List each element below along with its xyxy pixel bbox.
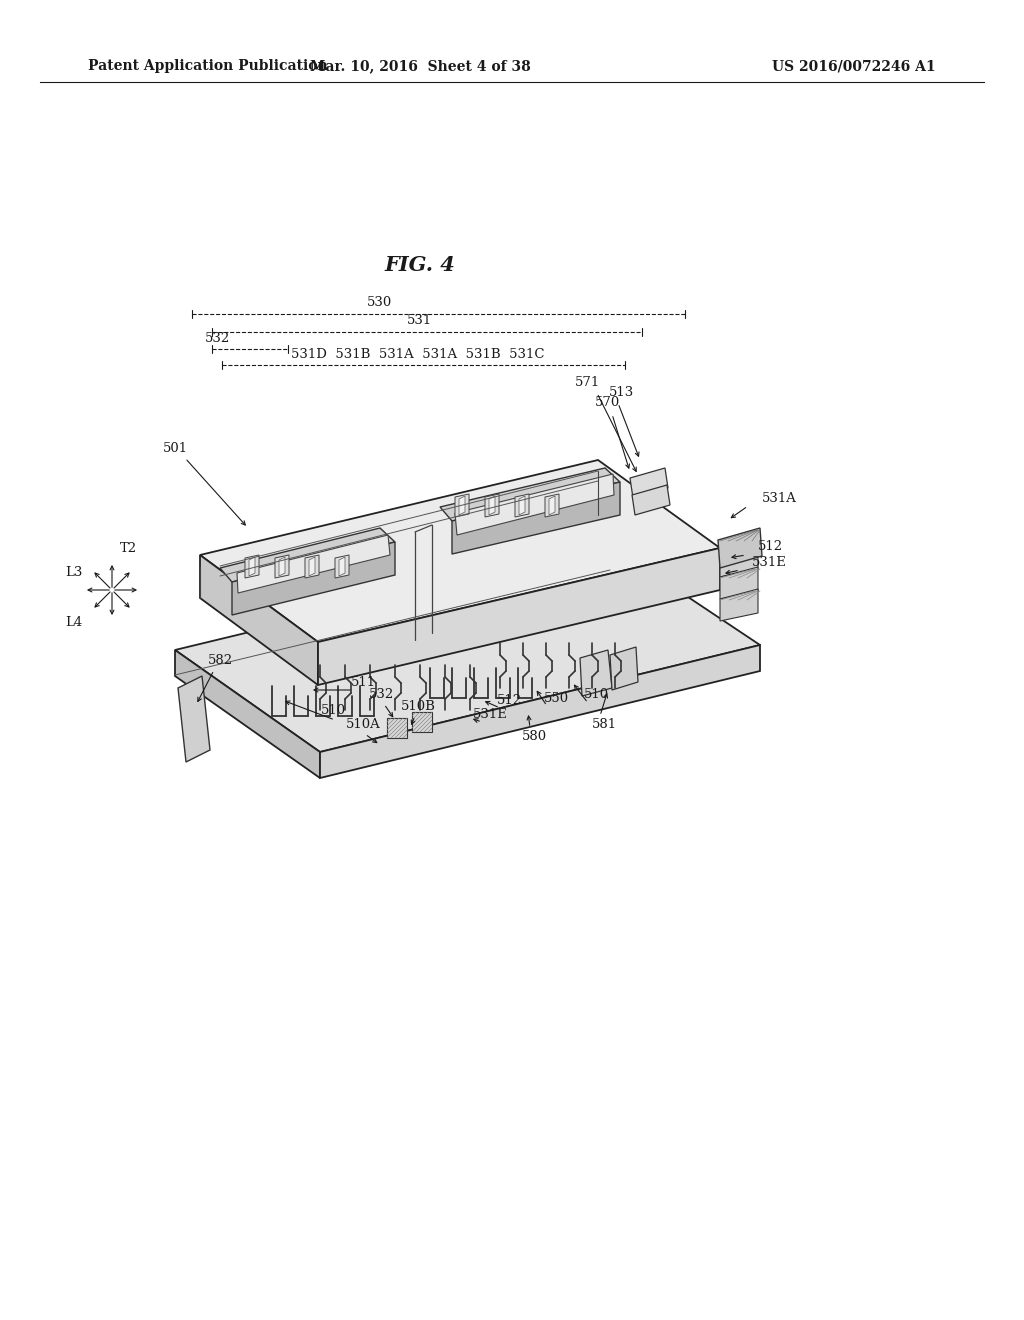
Text: 511: 511 [350,676,376,689]
Polygon shape [459,496,465,515]
Polygon shape [549,496,555,515]
Text: 571: 571 [575,375,601,388]
Text: 531E: 531E [472,708,508,721]
Polygon shape [232,543,395,615]
Polygon shape [275,554,289,578]
Polygon shape [387,718,407,738]
Polygon shape [489,496,495,515]
Polygon shape [175,649,319,777]
Polygon shape [630,469,668,498]
Polygon shape [200,554,318,685]
Text: 531E: 531E [752,556,786,569]
Polygon shape [720,545,758,577]
Polygon shape [455,494,469,517]
Polygon shape [245,554,259,578]
Text: L4: L4 [66,615,83,628]
Text: 501: 501 [163,441,187,454]
Text: 510: 510 [584,689,608,701]
Polygon shape [318,548,720,685]
Polygon shape [515,494,529,517]
Polygon shape [178,676,210,762]
Text: FIG. 4: FIG. 4 [385,255,456,275]
Text: L3: L3 [66,565,83,578]
Polygon shape [305,554,319,578]
Polygon shape [718,528,762,568]
Text: 512: 512 [758,540,783,553]
Polygon shape [580,649,612,696]
Text: T2: T2 [120,541,136,554]
Text: 570: 570 [595,396,621,409]
Polygon shape [452,482,620,554]
Polygon shape [237,535,390,593]
Polygon shape [720,568,758,599]
Text: 531A: 531A [762,491,797,504]
Polygon shape [339,557,345,576]
Polygon shape [319,645,760,777]
Text: 510B: 510B [400,701,435,714]
Text: 580: 580 [521,730,547,743]
Text: 512: 512 [497,693,521,706]
Polygon shape [175,545,760,752]
Polygon shape [485,494,499,517]
Text: 550: 550 [544,692,568,705]
Text: 581: 581 [592,718,616,731]
Polygon shape [220,528,395,582]
Text: 510A: 510A [346,718,380,731]
Polygon shape [545,494,559,517]
Polygon shape [200,459,720,642]
Polygon shape [335,554,349,578]
Polygon shape [519,496,525,515]
Polygon shape [309,557,315,576]
Polygon shape [455,474,614,535]
Polygon shape [632,484,670,515]
Polygon shape [279,557,285,576]
Text: Patent Application Publication: Patent Application Publication [88,59,328,73]
Text: 513: 513 [609,387,635,400]
Text: Mar. 10, 2016  Sheet 4 of 38: Mar. 10, 2016 Sheet 4 of 38 [309,59,530,73]
Polygon shape [249,557,255,576]
Polygon shape [720,589,758,620]
Text: 530: 530 [368,297,392,309]
Text: 531D  531B  531A  531A  531B  531C: 531D 531B 531A 531A 531B 531C [291,347,545,360]
Text: 532: 532 [206,331,230,345]
Text: 531: 531 [408,314,432,327]
Text: 510: 510 [321,704,345,717]
Polygon shape [440,469,620,521]
Polygon shape [610,647,638,690]
Text: 532: 532 [370,689,394,701]
Text: US 2016/0072246 A1: US 2016/0072246 A1 [772,59,936,73]
Text: 582: 582 [208,653,232,667]
Polygon shape [412,711,432,733]
